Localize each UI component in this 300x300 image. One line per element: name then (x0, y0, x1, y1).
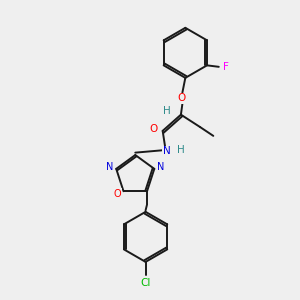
Text: O: O (114, 189, 122, 199)
Text: O: O (150, 124, 158, 134)
Text: O: O (178, 94, 186, 103)
Text: H: H (163, 106, 171, 116)
Text: Cl: Cl (140, 278, 151, 288)
Text: N: N (157, 162, 164, 172)
Text: H: H (177, 145, 185, 155)
Text: N: N (106, 162, 113, 172)
Text: F: F (223, 62, 229, 72)
Text: N: N (163, 146, 171, 157)
